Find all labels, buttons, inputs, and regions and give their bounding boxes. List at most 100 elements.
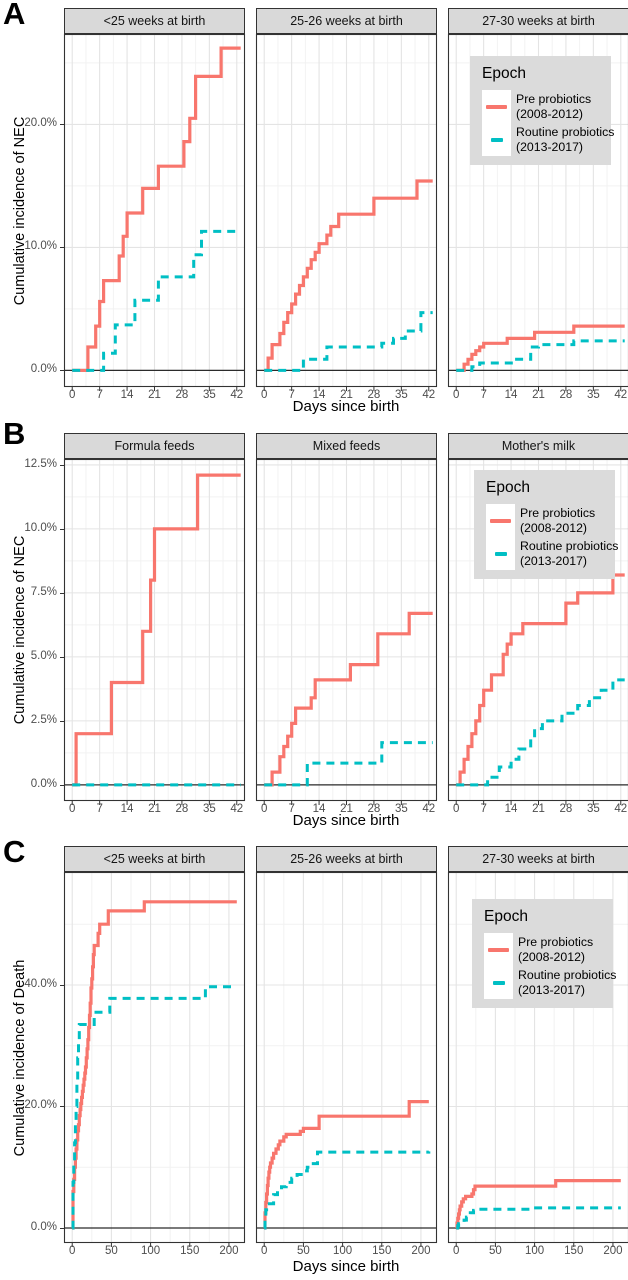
x-tick-label: 28 bbox=[175, 389, 189, 401]
facet: 27-30 weeks at birth Epoch Pre probiotic… bbox=[447, 8, 628, 401]
plot-area bbox=[255, 33, 438, 391]
x-axis-ticks: 0 7 14 21 28 35 42 bbox=[64, 803, 245, 817]
y-tick-mark bbox=[60, 124, 64, 126]
pre-probiotics-curve bbox=[71, 900, 237, 1230]
x-tick-label: 14 bbox=[504, 803, 518, 815]
x-tick-label: 0 bbox=[453, 389, 460, 401]
plot-canvas bbox=[63, 458, 246, 805]
x-tick-label: 14 bbox=[312, 389, 326, 401]
x-tick-label: 21 bbox=[148, 803, 161, 815]
legend-key bbox=[484, 933, 513, 966]
y-tick-mark bbox=[60, 370, 64, 372]
facet-strip: Mother's milk bbox=[448, 433, 628, 459]
pre-probiotics-curve bbox=[456, 573, 625, 787]
x-tick-label: 14 bbox=[120, 803, 134, 815]
x-tick-label: 42 bbox=[230, 389, 244, 401]
x-tick-label: 100 bbox=[524, 1245, 545, 1257]
x-tick-label: 35 bbox=[202, 389, 216, 401]
legend-label: Pre probiotics bbox=[518, 935, 594, 949]
x-tick-label: 21 bbox=[340, 803, 353, 815]
plot-area bbox=[63, 458, 246, 805]
legend-label: Routine probiotics bbox=[518, 968, 617, 982]
legend-label: Routine probiotics bbox=[516, 125, 615, 139]
x-tick-label: 14 bbox=[120, 389, 134, 401]
plot-area: Epoch Pre probiotics (2008-2012) Routine … bbox=[447, 33, 628, 391]
y-tick-label: 0.0% bbox=[30, 777, 57, 790]
x-tick-label: 50 bbox=[488, 1245, 502, 1257]
legend: Epoch Pre probiotics (2008-2012) Routine … bbox=[474, 470, 619, 579]
x-tick-label: 35 bbox=[586, 389, 600, 401]
plot-area bbox=[63, 33, 246, 391]
x-tick-label: 0 bbox=[453, 1245, 460, 1257]
facet-strip: 27-30 weeks at birth bbox=[448, 8, 628, 34]
legend-label-years: (2008-2012) bbox=[518, 949, 585, 964]
y-axis-title: Cumulative incidence of NEC bbox=[12, 116, 28, 306]
panel-c: C Cumulative incidence of Death <25 week… bbox=[0, 834, 628, 1280]
x-axis-ticks: 0 7 14 21 28 35 42 bbox=[64, 389, 245, 403]
y-tick-mark bbox=[60, 656, 64, 658]
facet-strip: Mixed feeds bbox=[256, 433, 437, 459]
x-axis-title: Days since birth bbox=[292, 1258, 400, 1275]
x-tick-label: 200 bbox=[219, 1245, 239, 1257]
y-tick-mark bbox=[60, 1106, 64, 1108]
facet-grid: <25 weeks at birth 0 50 100 150 200 25-26 we… bbox=[63, 846, 628, 1257]
legend-label-years: (2013-2017) bbox=[516, 139, 583, 154]
y-tick-mark bbox=[60, 1227, 64, 1229]
plot-area bbox=[63, 871, 246, 1247]
legend-key bbox=[482, 123, 511, 156]
x-axis-ticks: 0 7 14 21 28 35 42 bbox=[448, 803, 628, 817]
legend: Epoch Pre probiotics (2008-2012) Routine … bbox=[470, 56, 615, 165]
x-tick-label: 42 bbox=[614, 803, 628, 815]
y-tick-mark bbox=[60, 528, 64, 530]
x-tick-label: 7 bbox=[96, 803, 103, 815]
x-tick-label: 0 bbox=[69, 389, 76, 401]
facet: <25 weeks at birth 0 50 100 150 200 bbox=[63, 846, 246, 1257]
x-tick-label: 21 bbox=[148, 389, 161, 401]
y-tick-label: 12.5% bbox=[24, 457, 57, 470]
x-tick-label: 35 bbox=[586, 803, 600, 815]
legend-label: Pre probiotics bbox=[520, 506, 596, 520]
legend-key bbox=[482, 90, 511, 123]
legend-title: Epoch bbox=[484, 908, 528, 925]
x-axis-ticks: 0 7 14 21 28 35 42 bbox=[448, 389, 628, 403]
y-tick-label: 0.0% bbox=[30, 1220, 57, 1233]
routine-probiotics-curve bbox=[264, 741, 433, 787]
routine-probiotics-curve bbox=[456, 678, 625, 787]
x-tick-label: 7 bbox=[480, 389, 487, 401]
facet: 25-26 weeks at birth 0 50 100 150 200 bbox=[255, 846, 438, 1257]
x-tick-label: 21 bbox=[340, 389, 353, 401]
x-tick-label: 28 bbox=[559, 803, 573, 815]
legend-title: Epoch bbox=[486, 479, 530, 496]
x-tick-label: 7 bbox=[288, 803, 295, 815]
y-tick-mark bbox=[60, 720, 64, 722]
facet-strip: 25-26 weeks at birth bbox=[256, 846, 437, 872]
x-tick-label: 42 bbox=[422, 803, 436, 815]
x-tick-label: 0 bbox=[261, 1245, 268, 1257]
legend-key bbox=[486, 537, 515, 570]
pre-probiotics-curve bbox=[264, 611, 433, 787]
x-tick-label: 35 bbox=[394, 803, 408, 815]
panel-a-label: A bbox=[3, 0, 26, 31]
x-axis-ticks: 0 7 14 21 28 35 42 bbox=[256, 803, 437, 817]
x-tick-label: 0 bbox=[69, 1245, 76, 1257]
y-tick-label: 40.0% bbox=[24, 977, 57, 990]
plot-canvas bbox=[63, 33, 246, 391]
routine-probiotics-curve bbox=[72, 229, 241, 372]
routine-probiotics-line-swatch bbox=[490, 137, 503, 142]
x-tick-label: 14 bbox=[504, 389, 518, 401]
legend-label: Routine probiotics bbox=[520, 539, 619, 553]
facet: Formula feeds 0 7 14 21 28 35 42 bbox=[63, 433, 246, 815]
x-tick-label: 28 bbox=[367, 389, 381, 401]
panel-c-label: C bbox=[3, 834, 26, 869]
y-tick-mark bbox=[60, 592, 64, 594]
x-tick-label: 7 bbox=[288, 389, 295, 401]
facet-grid: <25 weeks at birth 0 7 14 21 28 35 42 25-26 we… bbox=[63, 8, 628, 401]
x-tick-label: 200 bbox=[411, 1245, 431, 1257]
y-tick-label: 10.0% bbox=[24, 521, 57, 534]
facet: 25-26 weeks at birth 0 7 14 21 28 35 42 bbox=[255, 8, 438, 401]
x-axis-ticks: 0 50 100 150 200 bbox=[256, 1245, 437, 1259]
pre-probiotics-curve bbox=[72, 473, 241, 787]
y-tick-mark bbox=[60, 247, 64, 249]
x-axis-ticks: 0 50 100 150 200 bbox=[448, 1245, 628, 1259]
